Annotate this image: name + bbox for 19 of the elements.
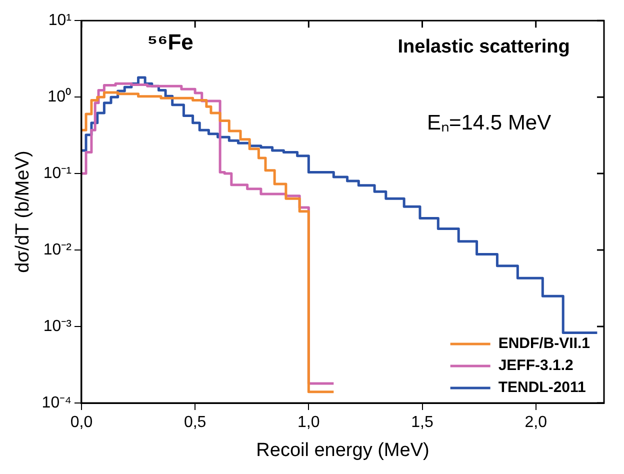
x-tick-label: 0,5 xyxy=(184,414,206,432)
x-tick-label: 2,0 xyxy=(524,414,548,432)
x-axis-title: Recoil energy (MeV) xyxy=(256,440,430,461)
y-tick-label: 10⁻³ xyxy=(43,318,72,335)
y-tick-label: 10¹ xyxy=(48,12,72,30)
annotation: Inelastic scattering xyxy=(398,36,570,58)
x-tick-label: 1,0 xyxy=(298,414,320,432)
y-tick-label: 10⁻⁴ xyxy=(42,394,72,412)
legend-label: ENDF/B-VII.1 xyxy=(498,335,590,352)
annotation: ⁵⁶Fe xyxy=(147,30,194,55)
annotation: Eₙ=14.5 MeV xyxy=(426,112,552,135)
x-tick-label: 1,5 xyxy=(411,414,434,432)
y-tick-label: 10⁻² xyxy=(43,241,72,258)
y-axis-title: dσ/dT (b/MeV) xyxy=(12,150,34,273)
legend-label: JEFF-3.1.2 xyxy=(498,357,574,374)
legend-label: TENDL-2011 xyxy=(498,379,586,396)
x-tick-label: 0,0 xyxy=(70,414,93,432)
y-tick-label: 10⁰ xyxy=(48,87,72,106)
y-tick-label: 10⁻¹ xyxy=(43,164,72,182)
